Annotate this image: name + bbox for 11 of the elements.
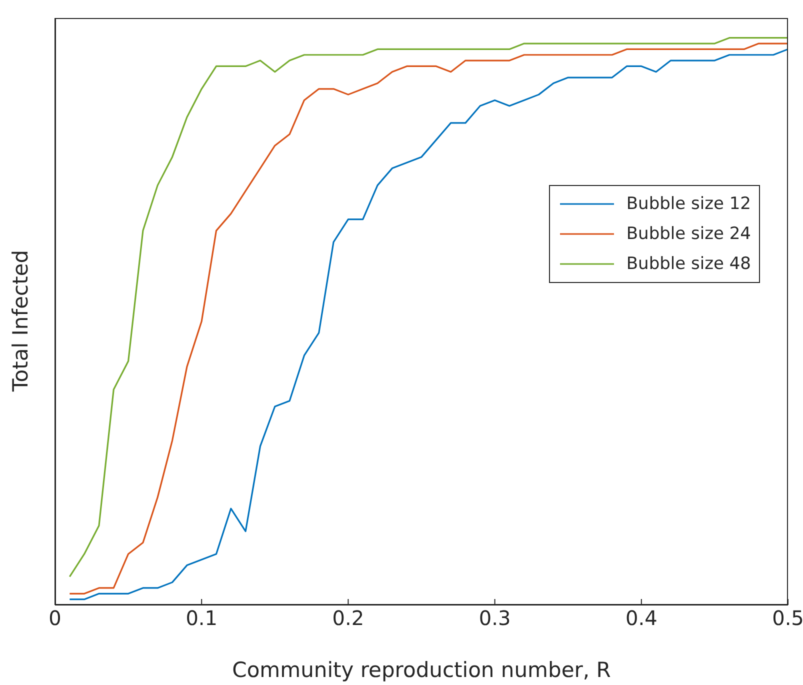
y-axis-title: Total Infected [8, 250, 32, 392]
x-tick-label: 0.3 [478, 606, 511, 630]
x-tick-label: 0 [48, 606, 62, 630]
x-tick-label: 0.5 [772, 606, 803, 630]
legend-label: Bubble size 48 [626, 253, 751, 276]
x-tick-label: 0.4 [625, 606, 658, 630]
x-tick-label: 0.1 [186, 606, 218, 630]
x-axis-title: Community reproduction number, R [232, 658, 611, 682]
legend-label: Bubble size 12 [626, 193, 751, 216]
x-tick-label: 0.2 [332, 606, 364, 630]
legend-label: Bubble size 24 [626, 223, 751, 246]
